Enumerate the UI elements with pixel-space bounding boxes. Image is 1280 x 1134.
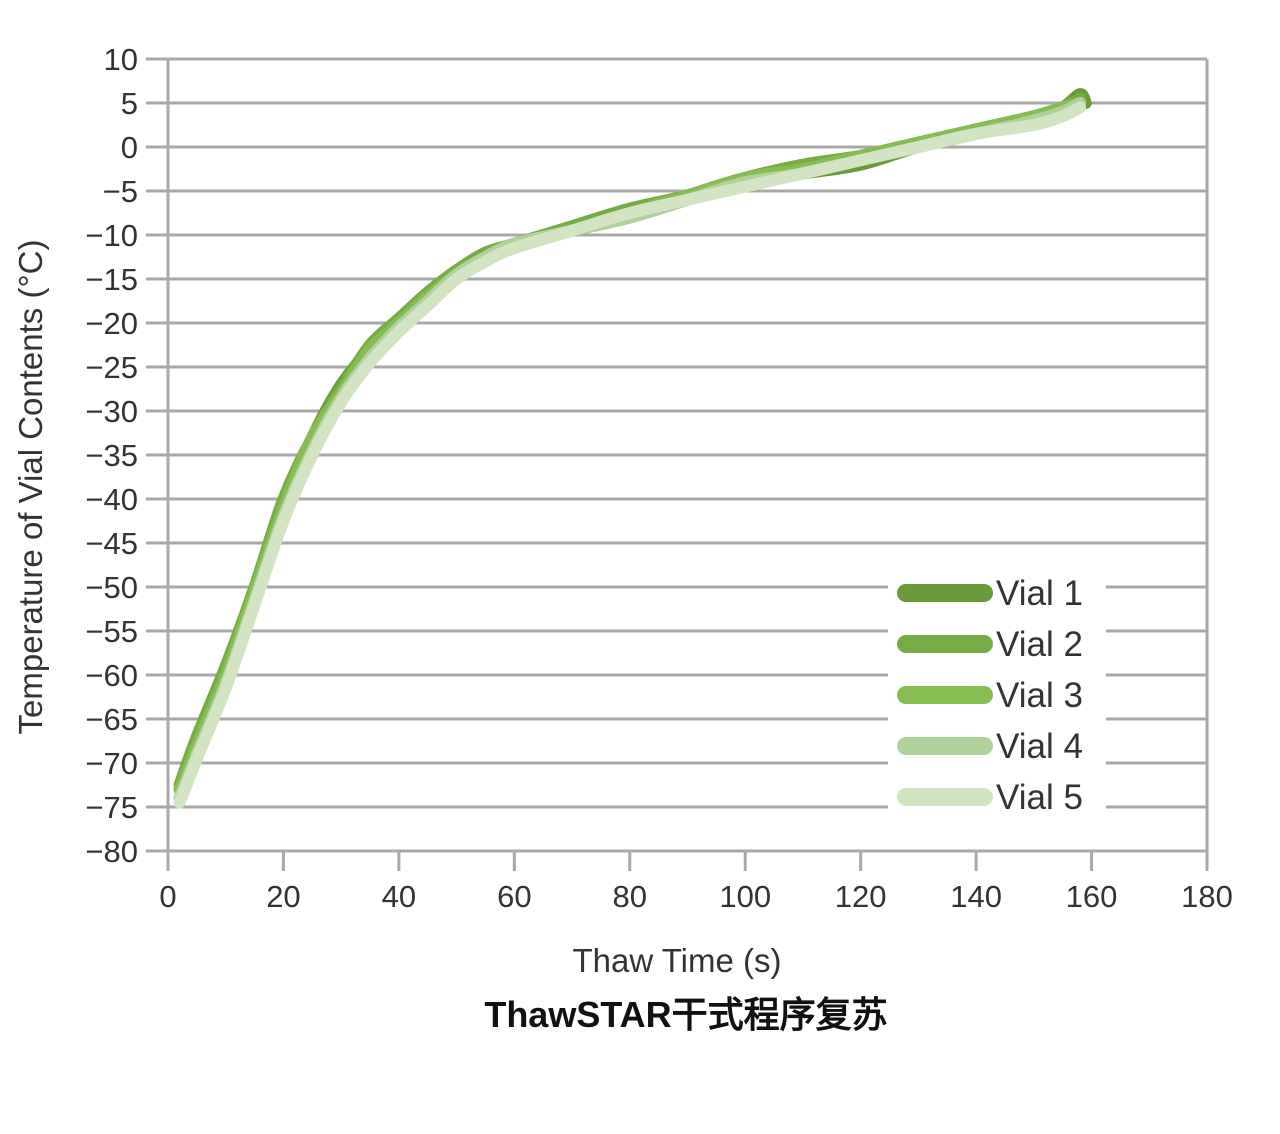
y-tick-label: −50 (85, 570, 138, 605)
y-tick-label: −80 (85, 834, 138, 869)
y-tick-label: 5 (121, 86, 138, 121)
y-tick-label: −70 (85, 746, 138, 781)
legend-label-vial-5: Vial 5 (996, 778, 1083, 817)
legend-label-vial-1: Vial 1 (996, 574, 1083, 613)
y-tick-label: −25 (85, 350, 138, 385)
legend-items: Vial 1 Vial 2 Vial 3 Vial 4 Vial 5 (897, 574, 1083, 817)
chart-caption: ThawSTAR干式程序复苏 (484, 994, 887, 1035)
x-tick-label: 0 (159, 879, 176, 914)
x-tick-labels: 0 20 40 60 80 100 120 140 160 180 (159, 879, 1232, 914)
y-tick-label: −65 (85, 702, 138, 737)
legend-label-vial-2: Vial 2 (996, 625, 1083, 664)
x-tick-label: 180 (1181, 879, 1233, 914)
series-lines (173, 88, 1092, 809)
y-tick-label: −55 (85, 614, 138, 649)
y-tick-label: 10 (104, 42, 138, 77)
y-tick-label: −20 (85, 306, 138, 341)
x-tick-label: 140 (950, 879, 1002, 914)
y-tick-label: −15 (85, 262, 138, 297)
axis-lines (166, 59, 1209, 871)
y-tick-label: −10 (85, 218, 138, 253)
y-tick-label: −30 (85, 394, 138, 429)
y-tick-label: −5 (103, 174, 138, 209)
y-tick-label: 0 (121, 130, 138, 165)
legend-label-vial-3: Vial 3 (996, 676, 1083, 715)
legend: Vial 1 Vial 2 Vial 3 Vial 4 Vial 5 (888, 568, 1106, 823)
x-tick-label: 20 (266, 879, 300, 914)
series-line-vial-5 (173, 101, 1086, 809)
y-tick-label: −40 (85, 482, 138, 517)
x-tick-label: 80 (613, 879, 647, 914)
x-tick-label: 100 (719, 879, 771, 914)
x-tick-label: 120 (835, 879, 887, 914)
y-axis-title: Temperature of Vial Contents (°C) (12, 240, 49, 735)
y-tick-label: −45 (85, 526, 138, 561)
y-tick-label: −60 (85, 658, 138, 693)
x-tick-label: 160 (1066, 879, 1118, 914)
x-tick-label: 40 (382, 879, 416, 914)
y-tick-label: −35 (85, 438, 138, 473)
legend-label-vial-4: Vial 4 (996, 727, 1083, 766)
x-axis-title: Thaw Time (s) (572, 942, 781, 979)
y-tick-label: −75 (85, 790, 138, 825)
x-tick-label: 60 (497, 879, 531, 914)
y-tick-labels: 10 5 0 −5 −10 −15 −20 −25 −30 −35 −40 −45 −50 −55 −60 −… (85, 42, 138, 869)
